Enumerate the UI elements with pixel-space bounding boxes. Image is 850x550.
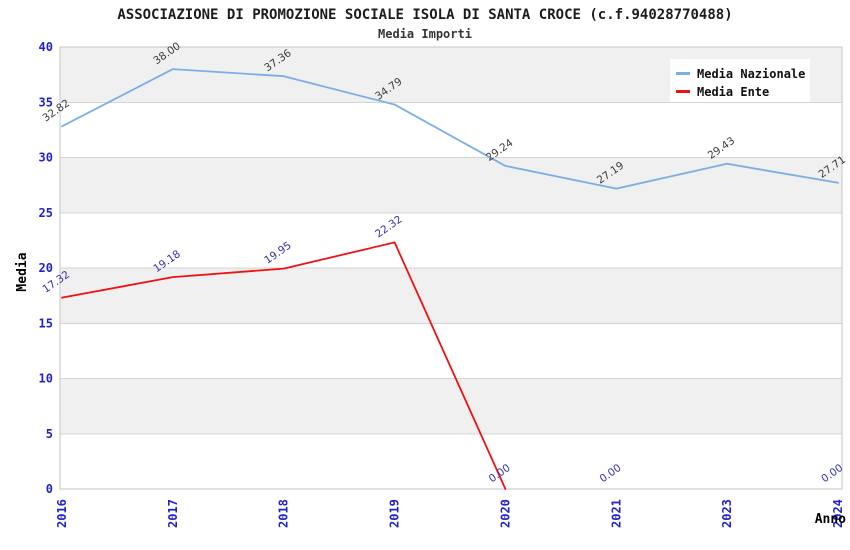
legend: Media Nazionale Media Ente bbox=[670, 59, 810, 102]
x-tick-label: 2019 bbox=[388, 499, 402, 528]
plot-bands bbox=[60, 47, 842, 434]
plot-border bbox=[59, 46, 843, 490]
x-axis-title: Anno bbox=[815, 512, 846, 527]
legend-label: Media Nazionale bbox=[697, 67, 805, 81]
x-tick-label: 2017 bbox=[166, 499, 180, 528]
gridlines bbox=[60, 101, 842, 435]
y-tick-label: 5 bbox=[46, 427, 53, 441]
x-tick-label: 2018 bbox=[277, 499, 291, 528]
y-tick-label: 25 bbox=[39, 206, 53, 220]
plot-band bbox=[60, 378, 842, 434]
x-tick-label: 2020 bbox=[498, 499, 512, 528]
y-tick-label: 15 bbox=[39, 316, 53, 330]
legend-item-media-ente: Media Ente bbox=[676, 85, 769, 99]
legend-label: Media Ente bbox=[697, 85, 769, 99]
point-label: 0.00 bbox=[598, 462, 624, 485]
y-axis-tick-labels: 0 5 10 15 20 25 30 35 40 bbox=[39, 40, 53, 496]
y-tick-label: 10 bbox=[39, 372, 53, 386]
x-tick-label: 2021 bbox=[609, 499, 623, 528]
legend-box bbox=[670, 59, 810, 102]
y-axis-title: Media bbox=[15, 252, 30, 291]
y-tick-label: 35 bbox=[39, 95, 53, 109]
x-tick-label: 2024 bbox=[831, 499, 845, 528]
y-tick-label: 30 bbox=[39, 151, 53, 165]
point-label: 19.95 bbox=[262, 240, 294, 267]
legend-item-media-nazionale: Media Nazionale bbox=[676, 67, 805, 81]
plot-border-rect bbox=[59, 46, 843, 490]
y-tick-label: 20 bbox=[39, 261, 53, 275]
series-lines bbox=[61, 68, 839, 490]
plot-band bbox=[60, 157, 842, 213]
series-line-media-ente bbox=[61, 241, 507, 490]
point-label: 0.00 bbox=[487, 462, 513, 485]
series-line-media-nazionale bbox=[61, 68, 839, 190]
x-tick-label: 2016 bbox=[55, 499, 69, 528]
chart-title: ASSOCIAZIONE DI PROMOZIONE SOCIALE ISOLA… bbox=[117, 7, 732, 23]
chart-subtitle: Media Importi bbox=[378, 27, 472, 41]
y-tick-label: 40 bbox=[39, 40, 53, 54]
x-tick-label: 2023 bbox=[720, 499, 734, 528]
point-label: 22.32 bbox=[373, 213, 405, 240]
x-axis-tick-labels: 2016 2017 2018 2019 2020 2021 2023 2024 bbox=[55, 499, 845, 528]
plot-band bbox=[60, 268, 842, 324]
y-tick-label: 0 bbox=[46, 482, 53, 496]
point-label: 0.00 bbox=[819, 462, 845, 485]
